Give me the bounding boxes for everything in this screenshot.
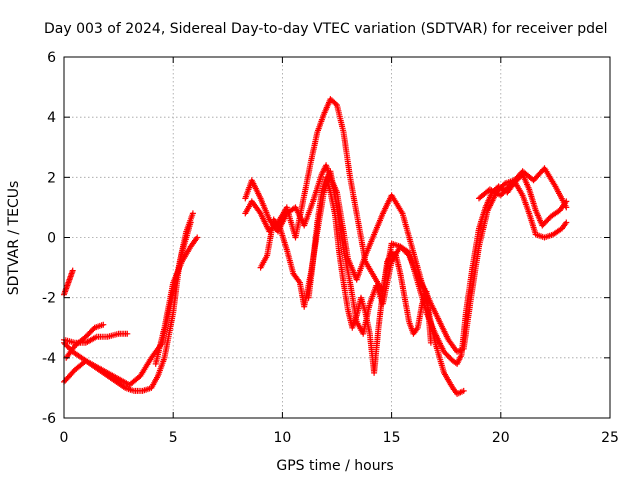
- y-tick-label: 6: [47, 50, 56, 66]
- y-tick-label: -4: [42, 351, 56, 367]
- y-tick-label: 4: [47, 110, 56, 126]
- data-point: [187, 219, 194, 226]
- x-tick-label: 25: [601, 430, 619, 446]
- data-point: [460, 387, 467, 394]
- data-marks: [61, 96, 570, 397]
- series-track-5: [63, 321, 107, 361]
- y-tick-label: -6: [42, 411, 56, 427]
- chart-title: Day 003 of 2024, Sidereal Day-to-day VTE…: [44, 21, 608, 37]
- x-axis-label: GPS time / hours: [276, 458, 393, 474]
- data-point: [124, 330, 131, 337]
- x-tick-label: 0: [60, 430, 69, 446]
- data-point: [563, 219, 570, 226]
- y-tick-label: -2: [42, 291, 56, 307]
- y-tick-label: 2: [47, 170, 56, 186]
- x-tick-label: 15: [383, 430, 401, 446]
- data-point: [194, 234, 201, 241]
- data-point: [427, 339, 434, 346]
- series-track-10: [305, 174, 434, 376]
- data-point: [100, 321, 107, 328]
- series-track-6: [152, 234, 201, 367]
- y-tick-label: 0: [47, 231, 56, 247]
- series-track-4: [61, 330, 131, 346]
- series-track-1: [61, 267, 76, 298]
- data-point: [332, 100, 339, 107]
- series-track-11: [476, 165, 570, 211]
- data-point: [189, 210, 196, 217]
- data-point: [563, 204, 570, 211]
- x-tick-label: 10: [273, 430, 291, 446]
- x-tick-label: 5: [169, 430, 178, 446]
- x-tick-label: 20: [492, 430, 510, 446]
- data-point: [69, 267, 76, 274]
- axis-ticks: 0 5 10 15 20 25 -6 -4 -2 0 2 4 6: [42, 50, 619, 446]
- y-axis-label: SDTVAR / TECUs: [6, 181, 22, 296]
